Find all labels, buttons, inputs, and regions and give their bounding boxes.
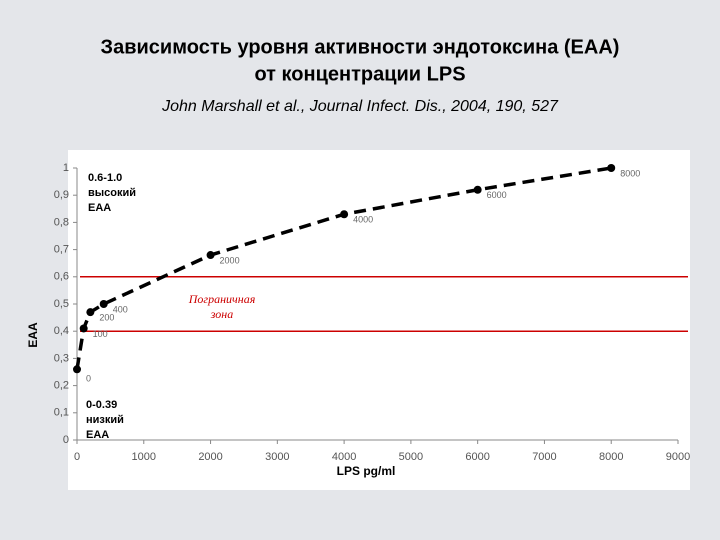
annotation: 0.6-1.0 (88, 172, 122, 184)
annotation: зона (210, 307, 233, 321)
y-tick-label: 0,7 (54, 244, 69, 256)
y-tick-label: 0,3 (54, 352, 69, 364)
annotation: 0-0.39 (86, 399, 117, 411)
annotation: EAA (86, 429, 109, 441)
point-label: 2000 (220, 255, 240, 265)
annotation: высокий (88, 187, 136, 199)
data-point (99, 300, 108, 308)
y-tick-label: 0,8 (54, 216, 69, 228)
x-tick-label: 4000 (332, 451, 356, 463)
y-tick-label: 1 (63, 162, 69, 174)
data-point (86, 308, 95, 317)
point-label: 8000 (620, 168, 640, 178)
y-tick-label: 0,6 (54, 271, 69, 283)
point-label: 100 (93, 329, 108, 339)
data-point (206, 251, 215, 260)
x-tick-label: 9000 (666, 451, 690, 463)
annotation: EAA (88, 202, 111, 214)
x-tick-label: 2000 (198, 451, 222, 463)
y-tick-label: 0,2 (54, 380, 69, 392)
x-axis-label: LPS pg/ml (337, 464, 396, 478)
x-tick-label: 5000 (399, 451, 423, 463)
y-tick-label: 0,9 (54, 189, 69, 201)
annotation: низкий (86, 414, 124, 426)
y-axis-label: EAA (26, 322, 40, 348)
annotation: Пограничная (188, 292, 256, 306)
y-tick-label: 0,4 (54, 325, 69, 337)
subtitle: John Marshall et al., Journal Infect. Di… (161, 98, 559, 115)
data-point (473, 185, 482, 194)
x-tick-label: 6000 (465, 451, 489, 463)
point-label: 200 (99, 313, 114, 323)
x-tick-label: 7000 (532, 451, 556, 463)
data-point (340, 210, 349, 219)
y-tick-label: 0,1 (54, 407, 69, 419)
title-line: от концентрации LPS (254, 63, 465, 85)
point-label: 6000 (487, 190, 507, 200)
point-label: 4000 (353, 215, 373, 225)
x-tick-label: 0 (74, 451, 80, 463)
data-point (79, 324, 88, 333)
x-tick-label: 3000 (265, 451, 289, 463)
data-point (73, 365, 81, 374)
y-tick-label: 0 (63, 434, 69, 446)
point-label: 0 (86, 374, 91, 384)
point-label: 400 (113, 304, 128, 314)
title-line: Зависимость уровня активности эндотоксин… (101, 36, 620, 58)
x-tick-label: 1000 (132, 451, 156, 463)
y-tick-label: 0,5 (54, 298, 69, 310)
x-tick-label: 8000 (599, 451, 623, 463)
chart-area (68, 150, 690, 490)
data-point (607, 164, 616, 172)
